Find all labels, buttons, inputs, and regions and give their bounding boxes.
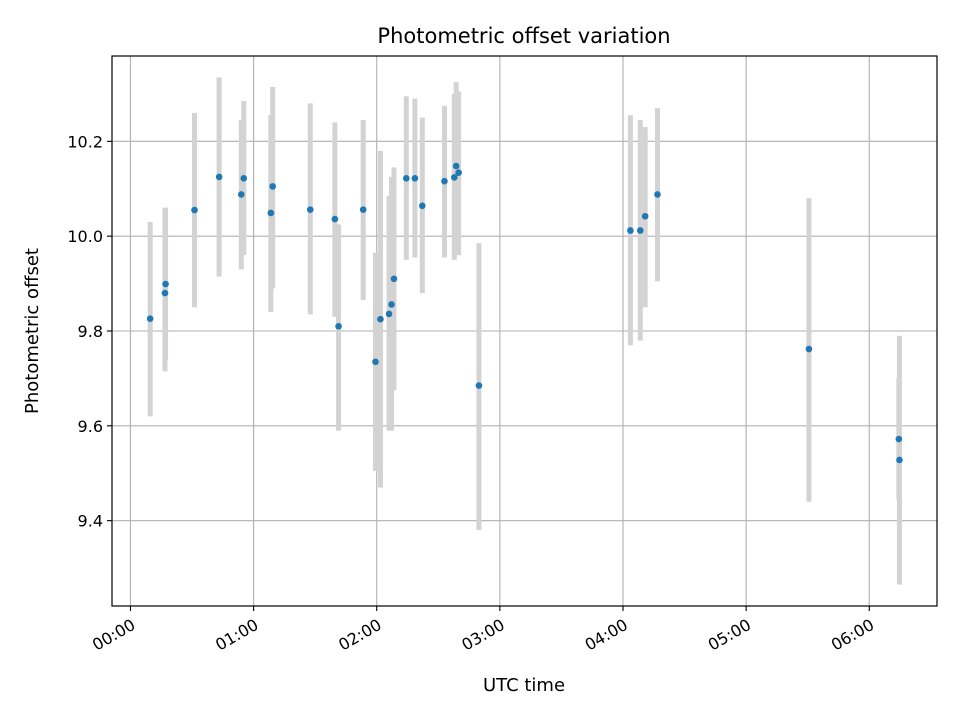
x-tick-label: 01:00 xyxy=(212,615,261,655)
x-tick-label: 06:00 xyxy=(828,615,877,655)
data-point xyxy=(641,212,649,220)
data-point xyxy=(452,162,460,170)
data-point xyxy=(372,358,379,366)
data-point xyxy=(146,315,154,322)
data-point xyxy=(451,174,458,181)
data-point xyxy=(331,215,339,223)
x-tick-label: 04:00 xyxy=(582,615,631,655)
data-point xyxy=(359,206,367,213)
ticks: 00:00 01:00 02:00 03:00 04:00 05:00 06:00 9.4 9.… xyxy=(67,132,877,654)
data-point xyxy=(636,227,644,234)
data-point xyxy=(306,206,314,213)
data-point xyxy=(267,209,275,217)
data-point xyxy=(627,227,634,234)
data-point xyxy=(441,177,448,185)
data-point xyxy=(402,175,410,182)
y-tick-label: 9.4 xyxy=(78,512,103,531)
data-point xyxy=(411,175,419,182)
x-tick-label: 02:00 xyxy=(335,615,384,655)
y-tick-label: 9.6 xyxy=(78,417,103,436)
data-point xyxy=(895,435,903,443)
data-point xyxy=(805,345,813,353)
data-point xyxy=(335,322,342,330)
data-point xyxy=(215,173,223,181)
data-point xyxy=(455,169,462,176)
data-point xyxy=(475,382,483,389)
data-points xyxy=(146,162,903,464)
data-point xyxy=(162,280,169,288)
data-point xyxy=(388,301,395,308)
data-point xyxy=(418,202,426,210)
data-point xyxy=(161,289,169,297)
y-tick-label: 10.0 xyxy=(67,227,103,246)
x-axis-label: UTC time xyxy=(483,675,565,696)
x-tick-label: 00:00 xyxy=(89,615,138,655)
data-point xyxy=(377,315,384,323)
x-tick-label: 05:00 xyxy=(705,615,754,655)
data-point xyxy=(390,275,398,283)
y-axis-label: Photometric offset xyxy=(22,248,43,414)
data-point xyxy=(654,191,661,198)
data-point xyxy=(385,310,393,318)
data-point xyxy=(240,175,248,182)
data-point xyxy=(896,456,903,464)
data-point xyxy=(191,206,198,214)
data-point xyxy=(269,183,276,190)
y-tick-label: 10.2 xyxy=(67,132,103,151)
chart-title: Photometric offset variation xyxy=(377,24,670,48)
y-tick-label: 9.8 xyxy=(78,322,103,341)
grid xyxy=(112,56,937,606)
x-tick-label: 03:00 xyxy=(458,615,507,655)
data-point xyxy=(237,191,245,198)
